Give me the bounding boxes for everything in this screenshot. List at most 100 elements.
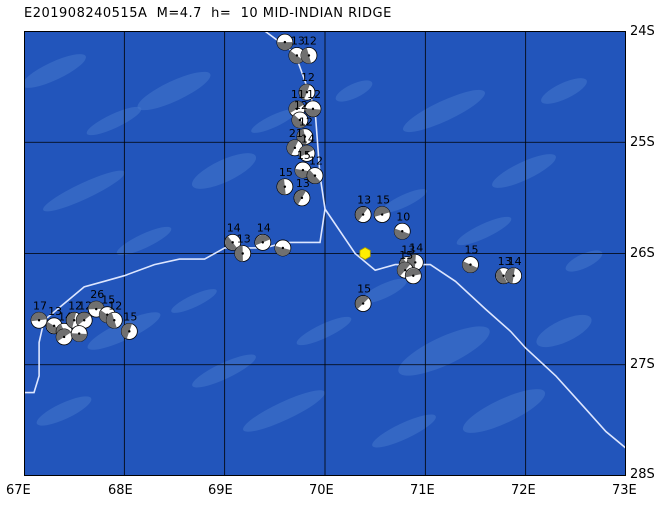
bathymetry-shape — [402, 89, 486, 133]
beachball-center-icon — [380, 213, 384, 216]
beachball-compression-icon — [121, 323, 132, 339]
beachball-compression-icon — [234, 245, 243, 262]
beachball-compression-icon — [56, 328, 71, 342]
event-depth-label: 12 — [307, 88, 321, 101]
beachball-center-icon — [293, 146, 297, 150]
plate-boundary-line — [24, 30, 326, 394]
beachball-center-icon — [295, 107, 299, 111]
beachball-compression-icon — [355, 295, 369, 310]
beachball-center-icon — [95, 307, 98, 311]
beachball-compression-icon — [288, 50, 304, 64]
beachball-center-icon — [72, 319, 76, 322]
lon-label-68e: 68E — [108, 483, 133, 498]
event-depth-label: 15 — [297, 149, 311, 162]
bathymetry-shape — [116, 226, 172, 256]
beachball-compression-icon — [106, 312, 117, 329]
beachball-compression-icon — [274, 245, 291, 256]
bathymetry-shape — [456, 216, 512, 246]
beachball-center-icon — [307, 54, 311, 57]
bathymetry-shape — [492, 154, 556, 188]
beachball-center-icon — [502, 274, 505, 277]
beachball-center-icon — [52, 324, 56, 328]
beachball-compression-icon — [394, 228, 410, 240]
event-depth-label: 13 — [237, 233, 251, 246]
beachball-compression-icon — [355, 206, 368, 221]
bathymetry-shape — [381, 189, 427, 213]
event-depth-label: 14 — [227, 221, 241, 234]
bathymetry-shape — [43, 170, 125, 212]
bathymetry-shape — [86, 106, 142, 136]
map-canvas: 1113121211121212211415121513141413131510… — [22, 21, 627, 477]
epicenter-marker-icon — [359, 247, 371, 260]
beachball-compression-icon — [505, 267, 515, 284]
beachball-center-icon — [62, 335, 66, 339]
lon-label-67e: 67E — [6, 483, 31, 498]
beachball-center-icon — [469, 263, 472, 266]
beachball-center-icon — [305, 90, 309, 94]
beachball-compression-icon — [31, 312, 47, 322]
bathymetry-shape — [335, 80, 373, 102]
lon-label-73e: 73E — [612, 483, 637, 498]
map-panel: 1113121211121212211415121513141413131510… — [22, 21, 627, 480]
event-depth-label: 12 — [68, 299, 82, 312]
event-depth-label: 14 — [301, 132, 315, 145]
bathymetry-shape — [398, 326, 490, 376]
beachball-center-icon — [313, 174, 317, 177]
beachball-center-icon — [241, 252, 244, 255]
event-depth-label: 21 — [289, 127, 303, 140]
lon-label-71e: 71E — [410, 483, 435, 498]
bathymetry-shape — [565, 250, 603, 272]
bathymetry-shape — [541, 78, 587, 104]
beachball-compression-icon — [397, 262, 411, 277]
beachball-compression-icon — [462, 261, 478, 273]
event-depth-label: 13 — [498, 255, 512, 268]
beachball-center-icon — [361, 302, 365, 305]
beachball-compression-icon — [66, 312, 77, 328]
beachball-center-icon — [83, 319, 86, 322]
beachball-center-icon — [261, 241, 264, 244]
lat-label-28s: 28S — [630, 467, 655, 482]
event-depth-label: 15 — [376, 194, 390, 207]
beachball-center-icon — [401, 230, 404, 233]
beachball-center-icon — [361, 213, 365, 216]
map-title: E201908240515A M=4.7 h= 10 MID-INDIAN RI… — [24, 6, 392, 21]
event-depth-label: 13 — [357, 194, 371, 207]
event-depth-label: 13 — [296, 177, 310, 190]
event-depth-label: 14 — [409, 241, 423, 254]
beachball-compression-icon — [276, 42, 293, 51]
beachball-center-icon — [37, 319, 41, 322]
beachball-center-icon — [295, 54, 299, 57]
event-depth-label: 15 — [123, 310, 137, 323]
bathymetry-shape — [536, 314, 592, 348]
bathymetry-shape — [137, 71, 211, 111]
event-depth-label: 12 — [309, 155, 323, 168]
event-depth-label: 11 — [291, 88, 305, 101]
bathymetry-shape — [171, 289, 217, 313]
lat-label-24s: 24S — [630, 24, 655, 39]
beachball-compression-icon — [76, 312, 91, 326]
beachball-compression-icon — [307, 169, 321, 184]
event-depth-label: 13 — [291, 34, 305, 47]
beachball-center-icon — [77, 332, 81, 335]
lat-label-25s: 25S — [630, 135, 655, 150]
event-depth-label: 15 — [399, 249, 413, 262]
beachball-center-icon — [414, 261, 417, 264]
beachball-compression-icon — [71, 333, 88, 342]
beachball-center-icon — [300, 196, 304, 200]
plate-boundary-line — [324, 208, 627, 449]
lon-label-70e: 70E — [309, 483, 334, 498]
beachball-center-icon — [404, 268, 407, 272]
beachball-center-icon — [113, 319, 116, 322]
beachball-center-icon — [303, 135, 307, 138]
bathymetry-shape — [36, 396, 92, 426]
lat-label-26s: 26S — [630, 246, 655, 261]
event-depth-label: 15 — [279, 166, 293, 179]
bathymetry-shape — [251, 109, 297, 133]
event-depth-label: 12 — [303, 34, 317, 47]
lon-label-72e: 72E — [511, 483, 536, 498]
bathymetry-shape — [192, 354, 256, 388]
event-depth-label: 15 — [357, 283, 371, 296]
beachball-compression-icon — [374, 206, 390, 217]
event-depth-label: 13 — [48, 305, 62, 318]
beachball-compression-icon — [288, 100, 304, 114]
